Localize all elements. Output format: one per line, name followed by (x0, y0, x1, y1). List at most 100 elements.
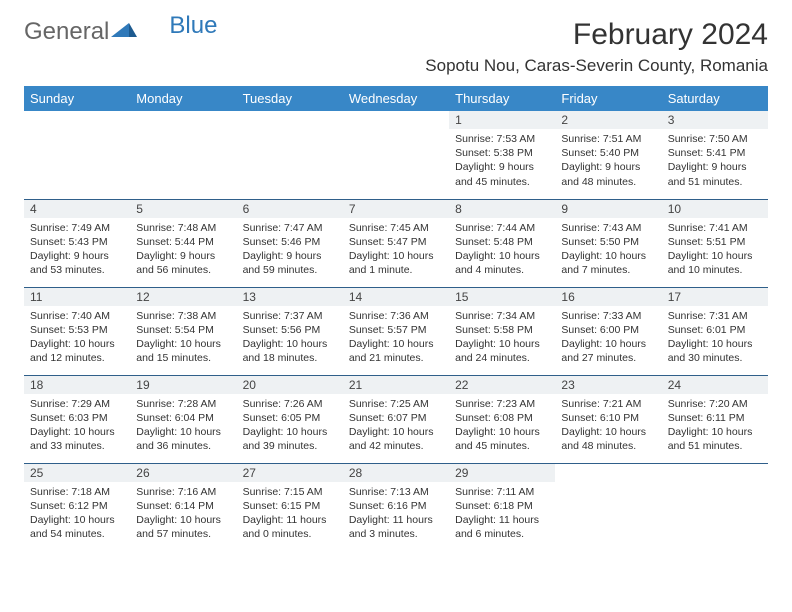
day-details: Sunrise: 7:29 AMSunset: 6:03 PMDaylight:… (24, 394, 130, 460)
day-details: Sunrise: 7:21 AMSunset: 6:10 PMDaylight:… (555, 394, 661, 460)
calendar-cell: 2Sunrise: 7:51 AMSunset: 5:40 PMDaylight… (555, 111, 661, 199)
sunset-text: Sunset: 5:44 PM (136, 235, 230, 249)
calendar-week-row: 18Sunrise: 7:29 AMSunset: 6:03 PMDayligh… (24, 375, 768, 463)
calendar-cell (130, 111, 236, 199)
weekday-header: Saturday (662, 86, 768, 111)
calendar-cell (237, 111, 343, 199)
day-number: 19 (130, 376, 236, 394)
sunset-text: Sunset: 5:40 PM (561, 146, 655, 160)
sunrise-text: Sunrise: 7:48 AM (136, 221, 230, 235)
sunrise-text: Sunrise: 7:44 AM (455, 221, 549, 235)
sunset-text: Sunset: 6:00 PM (561, 323, 655, 337)
day-number: 17 (662, 288, 768, 306)
daylight-text: Daylight: 10 hours and 24 minutes. (455, 337, 549, 365)
day-details: Sunrise: 7:37 AMSunset: 5:56 PMDaylight:… (237, 306, 343, 372)
sunrise-text: Sunrise: 7:20 AM (668, 397, 762, 411)
calendar-week-row: 4Sunrise: 7:49 AMSunset: 5:43 PMDaylight… (24, 199, 768, 287)
sunset-text: Sunset: 6:15 PM (243, 499, 337, 513)
calendar-cell: 8Sunrise: 7:44 AMSunset: 5:48 PMDaylight… (449, 199, 555, 287)
sunset-text: Sunset: 6:11 PM (668, 411, 762, 425)
daylight-text: Daylight: 11 hours and 0 minutes. (243, 513, 337, 541)
calendar-cell: 19Sunrise: 7:28 AMSunset: 6:04 PMDayligh… (130, 375, 236, 463)
sunset-text: Sunset: 6:01 PM (668, 323, 762, 337)
calendar-cell: 9Sunrise: 7:43 AMSunset: 5:50 PMDaylight… (555, 199, 661, 287)
daylight-text: Daylight: 10 hours and 30 minutes. (668, 337, 762, 365)
month-title: February 2024 (425, 18, 768, 52)
weekday-header-row: Sunday Monday Tuesday Wednesday Thursday… (24, 86, 768, 111)
day-details: Sunrise: 7:45 AMSunset: 5:47 PMDaylight:… (343, 218, 449, 284)
brand-logo: General Blue (24, 18, 217, 46)
daylight-text: Daylight: 10 hours and 51 minutes. (668, 425, 762, 453)
calendar-cell (555, 463, 661, 551)
daylight-text: Daylight: 10 hours and 42 minutes. (349, 425, 443, 453)
brand-triangle-icon (111, 18, 137, 46)
sunrise-text: Sunrise: 7:13 AM (349, 485, 443, 499)
day-details: Sunrise: 7:20 AMSunset: 6:11 PMDaylight:… (662, 394, 768, 460)
sunrise-text: Sunrise: 7:29 AM (30, 397, 124, 411)
calendar-cell: 28Sunrise: 7:13 AMSunset: 6:16 PMDayligh… (343, 463, 449, 551)
calendar-cell: 24Sunrise: 7:20 AMSunset: 6:11 PMDayligh… (662, 375, 768, 463)
sunset-text: Sunset: 5:57 PM (349, 323, 443, 337)
sunrise-text: Sunrise: 7:49 AM (30, 221, 124, 235)
sunset-text: Sunset: 5:50 PM (561, 235, 655, 249)
sunrise-text: Sunrise: 7:15 AM (243, 485, 337, 499)
day-number: 23 (555, 376, 661, 394)
calendar-cell: 11Sunrise: 7:40 AMSunset: 5:53 PMDayligh… (24, 287, 130, 375)
sunset-text: Sunset: 6:07 PM (349, 411, 443, 425)
calendar-cell: 13Sunrise: 7:37 AMSunset: 5:56 PMDayligh… (237, 287, 343, 375)
weekday-header: Wednesday (343, 86, 449, 111)
day-number: 13 (237, 288, 343, 306)
weekday-header: Monday (130, 86, 236, 111)
sunset-text: Sunset: 6:14 PM (136, 499, 230, 513)
page-header: General Blue February 2024 Sopotu Nou, C… (24, 18, 768, 76)
calendar-body: 1Sunrise: 7:53 AMSunset: 5:38 PMDaylight… (24, 111, 768, 551)
calendar-cell: 1Sunrise: 7:53 AMSunset: 5:38 PMDaylight… (449, 111, 555, 199)
sunrise-text: Sunrise: 7:50 AM (668, 132, 762, 146)
daylight-text: Daylight: 10 hours and 36 minutes. (136, 425, 230, 453)
daylight-text: Daylight: 10 hours and 57 minutes. (136, 513, 230, 541)
sunrise-text: Sunrise: 7:53 AM (455, 132, 549, 146)
daylight-text: Daylight: 9 hours and 59 minutes. (243, 249, 337, 277)
day-number: 24 (662, 376, 768, 394)
day-details: Sunrise: 7:49 AMSunset: 5:43 PMDaylight:… (24, 218, 130, 284)
sunrise-text: Sunrise: 7:41 AM (668, 221, 762, 235)
sunset-text: Sunset: 5:51 PM (668, 235, 762, 249)
day-number: 8 (449, 200, 555, 218)
day-details: Sunrise: 7:13 AMSunset: 6:16 PMDaylight:… (343, 482, 449, 548)
sunrise-text: Sunrise: 7:36 AM (349, 309, 443, 323)
calendar-cell: 17Sunrise: 7:31 AMSunset: 6:01 PMDayligh… (662, 287, 768, 375)
daylight-text: Daylight: 10 hours and 15 minutes. (136, 337, 230, 365)
daylight-text: Daylight: 11 hours and 3 minutes. (349, 513, 443, 541)
calendar-cell: 26Sunrise: 7:16 AMSunset: 6:14 PMDayligh… (130, 463, 236, 551)
sunset-text: Sunset: 5:58 PM (455, 323, 549, 337)
day-number: 15 (449, 288, 555, 306)
day-number: 18 (24, 376, 130, 394)
daylight-text: Daylight: 10 hours and 39 minutes. (243, 425, 337, 453)
daylight-text: Daylight: 9 hours and 48 minutes. (561, 160, 655, 188)
day-number: 1 (449, 111, 555, 129)
weekday-header: Thursday (449, 86, 555, 111)
brand-part2: Blue (169, 12, 217, 40)
sunrise-text: Sunrise: 7:28 AM (136, 397, 230, 411)
day-details: Sunrise: 7:41 AMSunset: 5:51 PMDaylight:… (662, 218, 768, 284)
calendar-cell: 5Sunrise: 7:48 AMSunset: 5:44 PMDaylight… (130, 199, 236, 287)
sunrise-text: Sunrise: 7:40 AM (30, 309, 124, 323)
day-number: 28 (343, 464, 449, 482)
day-details: Sunrise: 7:36 AMSunset: 5:57 PMDaylight:… (343, 306, 449, 372)
brand-part1: General (24, 18, 109, 46)
day-number: 12 (130, 288, 236, 306)
day-details: Sunrise: 7:40 AMSunset: 5:53 PMDaylight:… (24, 306, 130, 372)
day-details: Sunrise: 7:31 AMSunset: 6:01 PMDaylight:… (662, 306, 768, 372)
calendar-cell: 27Sunrise: 7:15 AMSunset: 6:15 PMDayligh… (237, 463, 343, 551)
calendar-week-row: 11Sunrise: 7:40 AMSunset: 5:53 PMDayligh… (24, 287, 768, 375)
calendar-cell: 23Sunrise: 7:21 AMSunset: 6:10 PMDayligh… (555, 375, 661, 463)
sunset-text: Sunset: 6:08 PM (455, 411, 549, 425)
sunset-text: Sunset: 6:12 PM (30, 499, 124, 513)
day-details: Sunrise: 7:53 AMSunset: 5:38 PMDaylight:… (449, 129, 555, 195)
daylight-text: Daylight: 9 hours and 45 minutes. (455, 160, 549, 188)
daylight-text: Daylight: 10 hours and 10 minutes. (668, 249, 762, 277)
day-details: Sunrise: 7:44 AMSunset: 5:48 PMDaylight:… (449, 218, 555, 284)
sunset-text: Sunset: 5:56 PM (243, 323, 337, 337)
sunset-text: Sunset: 6:03 PM (30, 411, 124, 425)
sunset-text: Sunset: 5:54 PM (136, 323, 230, 337)
